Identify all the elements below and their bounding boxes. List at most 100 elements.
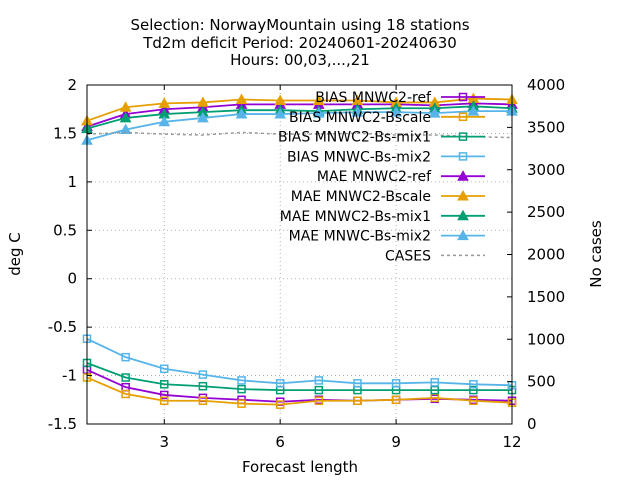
legend-label: MAE MNWC2-ref [317, 169, 432, 185]
data-point [121, 389, 130, 399]
data-point [119, 123, 132, 135]
x-axis-label: Forecast length [242, 458, 358, 476]
legend-marker-sample [458, 112, 468, 122]
y-tick-label: 1 [67, 173, 77, 191]
series-line [86, 110, 512, 142]
title-line-2: Td2m deficit Period: 20240601-20240630 [142, 34, 457, 52]
data-point [351, 106, 364, 117]
x-tick-label: 9 [391, 433, 401, 451]
legend-item-8: CASES [385, 248, 485, 264]
series-line [86, 376, 513, 406]
legend-marker-sample [458, 92, 468, 102]
data-point [467, 105, 480, 116]
series-line [86, 368, 513, 403]
legend-marker-sample [457, 170, 469, 181]
data-point [469, 396, 478, 406]
data-point [158, 115, 171, 127]
y-tick-label: -1 [62, 367, 77, 385]
data-point [353, 396, 362, 406]
y2-tick-label: 2500 [527, 203, 565, 221]
legend-item-2: BIAS MNWC2-Bs-mix1 [278, 130, 485, 146]
x-tick-label: 12 [502, 433, 521, 451]
data-point [158, 97, 171, 108]
legend-item-5: MAE MNWC2-Bscale [291, 189, 485, 205]
legend-label: BIAS MNWC-Bs-mix2 [287, 149, 431, 165]
series-line [86, 362, 512, 392]
title-line-3: Hours: 00,03,...,21 [230, 51, 370, 69]
y2-tick-label: 500 [527, 373, 556, 391]
y2-tick-label: 2000 [527, 246, 565, 264]
data-point [119, 101, 132, 112]
data-point [237, 399, 246, 408]
data-point [160, 390, 169, 400]
series-line [86, 97, 513, 122]
legend-marker-sample [458, 132, 468, 141]
y-axis-label: deg C [6, 232, 24, 276]
legend-label: BIAS MNWC2-Bs-mix1 [278, 130, 431, 146]
data-point [198, 381, 208, 391]
y-tick-label: 0 [67, 270, 77, 288]
data-point [160, 364, 169, 374]
legend-item-6: MAE MNWC2-Bs-mix1 [280, 209, 485, 225]
legend-item-3: BIAS MNWC-Bs-mix2 [287, 149, 485, 165]
legend-item-1: BIAS MNWC2-Bscale [289, 110, 485, 126]
series-line [86, 131, 513, 139]
legend-label: MAE MNWC2-Bscale [291, 189, 431, 205]
legend-item-7: MAE MNWC-Bs-mix2 [289, 229, 485, 245]
chart-title: Selection: NorwayMountain using 18 stati… [130, 16, 469, 69]
data-point [391, 395, 401, 405]
data-point [160, 396, 169, 406]
data-point [197, 111, 209, 123]
data-point [274, 108, 287, 119]
data-point [390, 106, 402, 117]
y2-tick-label: 4000 [527, 76, 565, 94]
data-point [430, 378, 439, 387]
legend-marker-sample [457, 189, 469, 201]
data-point [314, 376, 324, 385]
legend-item-0: BIAS MNWC2-ref [315, 90, 485, 106]
data-point [314, 385, 324, 395]
data-point [312, 107, 325, 118]
data-point [428, 107, 441, 118]
data-point [275, 379, 285, 388]
series-8 [86, 131, 513, 139]
data-point [121, 352, 130, 362]
x-tick-label: 3 [159, 433, 169, 451]
y-tick-label: 0.5 [53, 221, 77, 239]
y2-tick-label: 0 [527, 415, 537, 433]
y2-axis-label: No cases [587, 220, 605, 288]
legend-marker-sample [457, 209, 469, 221]
title-line-1: Selection: NorwayMountain using 18 stati… [130, 16, 469, 34]
y2-tick-label: 3000 [527, 161, 565, 179]
legend-label: MAE MNWC-Bs-mix2 [289, 229, 431, 245]
data-point [121, 373, 130, 382]
data-point [119, 111, 132, 123]
legend-marker-sample [457, 229, 469, 241]
legend-item-4: MAE MNWC2-ref [317, 169, 485, 185]
legend-marker-sample [458, 152, 468, 161]
y2-tick-label: 1000 [527, 330, 565, 348]
y-tick-label: 1.5 [53, 124, 77, 142]
data-point [275, 400, 285, 409]
data-point [198, 370, 208, 379]
y-tick-label: 2 [67, 76, 77, 94]
data-point [469, 380, 478, 389]
axis-ticks: 3 6 9 12 -1.5 -1 -0.5 0 0.5 1 1.5 2 0 500 1000 1500 2000… [48, 76, 565, 451]
legend-label: CASES [385, 248, 431, 264]
series-line [86, 337, 513, 387]
data-point [160, 380, 169, 389]
data-point [312, 94, 325, 105]
data-point [469, 385, 478, 395]
y2-tick-label: 1500 [527, 288, 565, 306]
data-point [198, 396, 208, 406]
series-line [86, 105, 513, 130]
y2-tick-label: 3500 [527, 118, 565, 136]
data-point [353, 379, 362, 388]
legend: BIAS MNWC2-ref BIAS MNWC2-Bscale BIAS MNWC… [278, 90, 485, 264]
x-tick-label: 6 [275, 433, 285, 451]
data-point [391, 379, 401, 388]
y-tick-label: -0.5 [48, 318, 77, 336]
data-point [237, 376, 246, 385]
legend-label: BIAS MNWC2-Bscale [289, 110, 431, 126]
